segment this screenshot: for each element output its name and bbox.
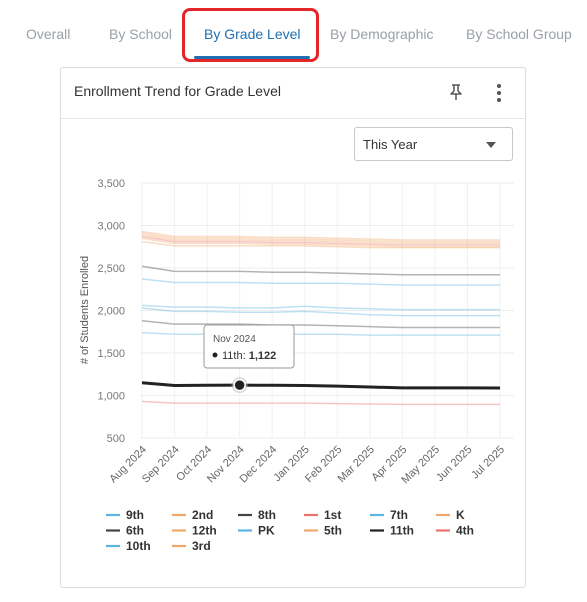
highlighted-point[interactable] [233, 378, 246, 392]
series-line-3rd [141, 237, 500, 248]
legend-label-6th[interactable]: 6th [126, 524, 144, 538]
x-tick-label: Jul 2025 [469, 444, 507, 482]
highlight-box [182, 8, 319, 62]
series-line-4th [141, 400, 500, 406]
legend-label-5th[interactable]: 5th [324, 524, 342, 538]
tab-overall[interactable]: Overall [26, 26, 71, 42]
tab-by-grade-level[interactable]: By Grade Level [204, 26, 301, 42]
y-tick-label: 1,000 [97, 391, 125, 403]
legend-label-8th[interactable]: 8th [258, 508, 276, 522]
grade-tabs: Overall By School By Grade Level By Demo… [0, 0, 587, 68]
period-select-value: This Year [363, 137, 418, 152]
series-line-pk [141, 331, 500, 336]
series-line-10th [141, 307, 500, 317]
card-header: Enrollment Trend for Grade Level [61, 68, 525, 119]
period-select[interactable]: This Year [354, 127, 513, 161]
y-axis-label: # of Students Enrolled [79, 256, 91, 364]
series-line-12th [141, 232, 500, 243]
series-line-k [141, 234, 500, 245]
chart-tooltip [203, 324, 295, 369]
active-tab-indicator [194, 56, 310, 59]
series-line-1st [141, 235, 500, 246]
y-tick-label: 2,000 [97, 306, 125, 318]
legend-label-12th[interactable]: 12th [192, 524, 217, 538]
legend-label-4th[interactable]: 4th [456, 524, 474, 538]
series-line-2nd [141, 230, 500, 241]
chevron-down-icon [486, 142, 496, 148]
card-title: Enrollment Trend for Grade Level [74, 83, 281, 99]
pin-icon[interactable] [446, 82, 466, 102]
series-line-7th [141, 278, 500, 286]
legend-label-pk[interactable]: PK [258, 524, 275, 538]
y-tick-label: 3,500 [97, 178, 125, 190]
tooltip-series-name: 11th: 1,122 [222, 350, 276, 362]
tab-by-demographic[interactable]: By Demographic [330, 26, 434, 42]
legend-label-7th[interactable]: 7th [390, 508, 408, 522]
series-line-5th [141, 240, 500, 249]
y-tick-label: 500 [107, 433, 125, 445]
legend-label-3rd[interactable]: 3rd [192, 539, 211, 553]
tooltip-series-dot [212, 352, 218, 358]
tab-by-school-group[interactable]: By School Group [466, 26, 572, 42]
tooltip-value: 1,122 [249, 350, 277, 362]
legend-label-1st[interactable]: 1st [324, 508, 341, 522]
legend-label-11th[interactable]: 11th [390, 524, 414, 538]
kebab-menu-icon[interactable] [493, 82, 505, 104]
y-tick-label: 2,500 [97, 263, 125, 275]
series-line-6th [141, 319, 500, 329]
x-tick-label: Jun 2025 [434, 444, 474, 484]
series-line-8th [141, 265, 500, 276]
series-line-11th [141, 381, 501, 390]
legend-label-k[interactable]: K [456, 508, 465, 522]
y-tick-label: 1,500 [97, 348, 125, 360]
legend-label-2nd[interactable]: 2nd [192, 508, 213, 522]
tooltip-date: Nov 2024 [213, 334, 256, 345]
legend-label-10th[interactable]: 10th [126, 539, 151, 553]
y-tick-label: 3,000 [97, 221, 125, 233]
legend-label-9th[interactable]: 9th [126, 508, 144, 522]
series-line-9th [141, 304, 500, 311]
tab-by-school[interactable]: By School [109, 26, 173, 42]
